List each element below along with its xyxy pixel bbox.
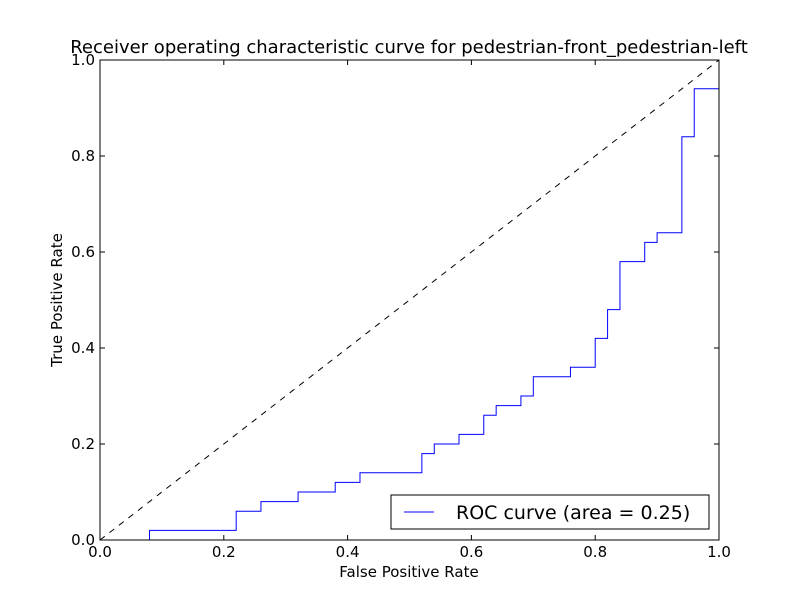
legend-box	[390, 494, 710, 530]
y-tick-label: 1.0	[71, 51, 95, 69]
plot-area	[99, 59, 720, 541]
y-tick-label: 0.8	[71, 147, 95, 165]
plot-frame	[99, 59, 720, 541]
x-tick-label: 0.4	[336, 543, 360, 561]
y-axis-label: True Positive Rate	[48, 233, 66, 368]
roc-curve-line	[100, 88, 719, 541]
y-tick-label: 0.4	[71, 339, 95, 357]
chart-title: Receiver operating characteristic curve …	[70, 37, 748, 58]
legend: ROC curve (area = 0.25)	[390, 494, 710, 530]
x-tick-label: 0.2	[212, 543, 236, 561]
x-tick-label: 0.0	[88, 543, 112, 561]
y-tick-label: 0.6	[71, 243, 95, 261]
x-tick-label: 0.8	[583, 543, 607, 561]
x-axis-label: False Positive Rate	[339, 563, 478, 581]
y-tick-label: 0.2	[71, 435, 95, 453]
x-tick-label: 0.6	[459, 543, 483, 561]
x-tick-label: 1.0	[707, 543, 731, 561]
y-tick-label: 0.0	[71, 531, 95, 549]
legend-label: ROC curve (area = 0.25)	[456, 502, 690, 524]
chance-diagonal-line	[99, 59, 720, 541]
